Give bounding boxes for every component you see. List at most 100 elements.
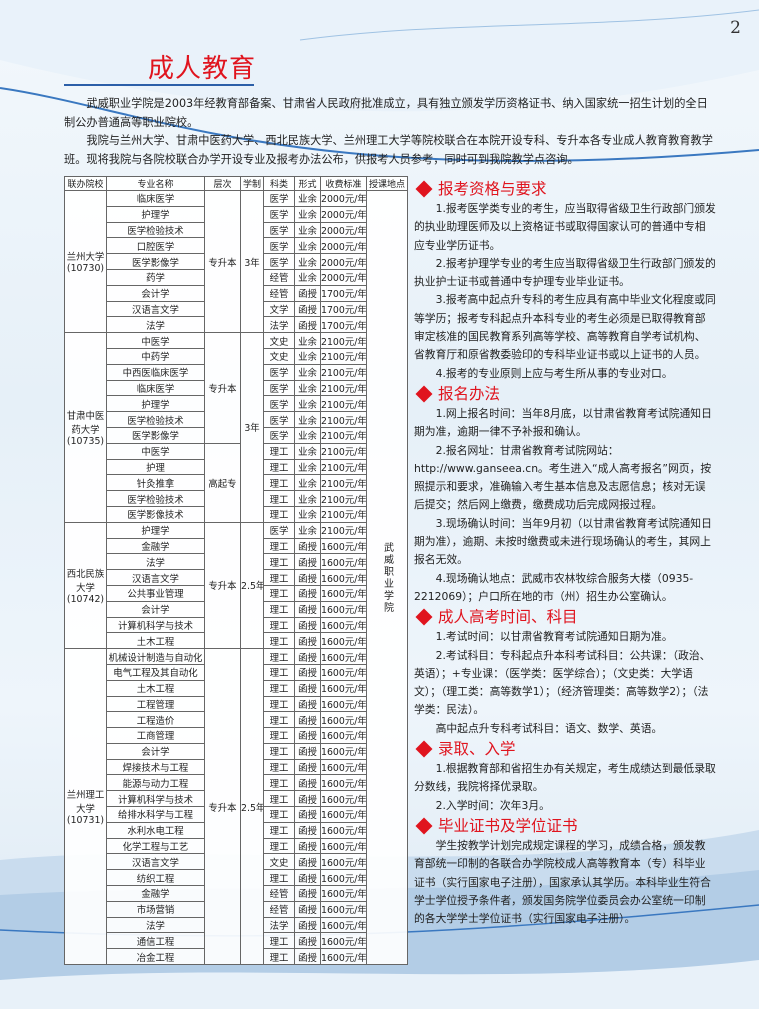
category-cell: 理工 (263, 711, 295, 729)
school-cell: 兰州理工 大学 (10731) (64, 648, 107, 966)
fee-cell: 1600元/年 (320, 790, 367, 808)
category-cell: 理工 (263, 505, 295, 523)
fee-cell: 1600元/年 (320, 774, 367, 792)
fee-cell: 1600元/年 (320, 616, 367, 634)
category-cell: 理工 (263, 948, 295, 966)
major-name: 护理学 (106, 395, 205, 413)
major-name: 工程管理 (106, 695, 205, 713)
section-heading-text: 报名办法 (438, 384, 501, 403)
fee-cell: 1600元/年 (320, 916, 367, 934)
table-row: 兰州大学 (10730) 临床医学 专升本 3年 医学 业余 2000元/年 武威职业学院 (64, 189, 408, 966)
fee-cell: 1600元/年 (320, 853, 367, 871)
form-cell: 函授 (294, 711, 321, 729)
school-cell: 西北民族 大学 (10742) (64, 521, 107, 650)
major-name: 护理学 (106, 205, 205, 223)
section-paragraph: 2.入学时间：次年3月。 (435, 798, 550, 812)
intro-paragraph: 我院与兰州大学、甘肃中医药大学、西北民族大学、兰州理工大学等院校联合在本院开设专… (64, 134, 713, 166)
category-cell: 法学 (263, 916, 295, 934)
form-cell: 函授 (294, 837, 321, 855)
form-cell: 业余 (294, 458, 321, 476)
fee-cell: 1700元/年 (320, 300, 367, 318)
table-row: 中西医临床医学 医学 业余 2100元/年 (65, 363, 408, 381)
category-cell: 理工 (263, 490, 295, 507)
form-cell: 业余 (294, 268, 321, 286)
form-cell: 函授 (294, 616, 321, 634)
fee-cell: 1700元/年 (320, 284, 367, 302)
fee-cell: 1600元/年 (320, 742, 367, 760)
major-name: 焊接技术与工程 (106, 758, 205, 776)
form-cell: 函授 (294, 821, 321, 839)
fee-cell: 1600元/年 (320, 663, 367, 681)
category-cell: 理工 (263, 537, 295, 555)
diamond-bullet-icon (415, 817, 433, 835)
duration-cell: 3年 (240, 189, 264, 334)
category-cell: 法学 (263, 316, 295, 334)
fee-cell: 1600元/年 (320, 869, 367, 887)
major-name: 土木工程 (106, 632, 205, 650)
form-cell: 函授 (294, 758, 321, 776)
category-cell: 理工 (263, 569, 295, 586)
section-heading: 成人高考时间、科目 (414, 606, 716, 628)
category-cell: 文学 (263, 300, 295, 318)
major-name: 金融学 (106, 537, 205, 555)
major-name: 中西医临床医学 (106, 363, 205, 381)
category-cell: 理工 (263, 679, 295, 697)
form-cell: 函授 (294, 948, 321, 966)
table-row: 土木工程 理工 函授 1600元/年 (65, 632, 408, 650)
column-header: 层次 (204, 176, 241, 191)
category-cell: 理工 (263, 584, 295, 602)
section-paragraph: 1.报考医学类专业的考生，应当取得省级卫生行政部门颁发的执业助理医师及以上资格证… (414, 202, 716, 252)
form-cell: 函授 (294, 284, 321, 302)
form-cell: 函授 (294, 742, 321, 760)
major-name: 计算机科学与技术 (106, 616, 205, 634)
page-title: 成人教育 (148, 54, 257, 84)
major-name: 计算机科学与技术 (106, 790, 205, 808)
section-heading-text: 录取、入学 (438, 740, 516, 759)
school-cell: 兰州大学 (10730) (64, 189, 107, 334)
form-cell: 函授 (294, 537, 321, 555)
category-cell: 经管 (263, 268, 295, 286)
table-row: 药学 经管 业余 2000元/年 (65, 268, 408, 286)
category-cell: 理工 (263, 648, 295, 665)
major-name: 给排水科学与工程 (106, 806, 205, 823)
form-cell: 函授 (294, 300, 321, 318)
major-name: 中医学 (106, 332, 205, 349)
form-cell: 函授 (294, 584, 321, 602)
table-row: 兰州理工 大学 (10731) 机械设计制造与自动化 专升本 2.5年 理工 函授 1600元/… (64, 648, 408, 966)
column-header: 收费标准 (320, 176, 367, 191)
category-cell: 理工 (263, 742, 295, 760)
form-cell: 业余 (294, 521, 321, 539)
level-cell: 专升本 (204, 521, 241, 650)
form-cell: 业余 (294, 490, 321, 507)
school-name-line: 大学 (76, 582, 95, 594)
section-heading: 报考资格与要求 (414, 178, 716, 200)
table-row: 临床医学 医学 业余 2100元/年 (65, 379, 408, 397)
table-row: 水利水电工程 理工 函授 1600元/年 (65, 821, 408, 839)
form-cell: 函授 (294, 632, 321, 650)
school-name-line: (10731) (66, 815, 105, 827)
major-name: 医学影像学 (106, 253, 205, 270)
major-name: 会计学 (106, 742, 205, 760)
major-name: 金融学 (106, 885, 205, 902)
form-cell: 业余 (294, 505, 321, 523)
form-cell: 函授 (294, 790, 321, 808)
category-cell: 经管 (263, 885, 295, 902)
form-cell: 业余 (294, 221, 321, 239)
form-cell: 函授 (294, 695, 321, 713)
fee-cell: 2100元/年 (320, 474, 367, 492)
section-heading: 毕业证书及学位证书 (414, 815, 716, 837)
table-row: 西北民族 大学 (10742) 护理学 专升本 2.5年 医学 业余 2100元/年 (64, 521, 408, 650)
major-name: 工程造价 (106, 711, 205, 729)
section-paragraph: 3.现场确认时间：当年9月初（以甘肃省教育考试院通知日期为准），逾期、未按时缴费… (414, 516, 712, 567)
section-paragraph: 1.网上报名时间：当年8月底，以甘肃省教育考试院通知日期为准，逾期一律不予补报和… (414, 406, 712, 439)
category-cell: 经管 (263, 284, 295, 302)
major-name: 法学 (106, 553, 205, 571)
form-cell: 函授 (294, 679, 321, 697)
section-paragraph: 3.报考高中起点升专科的考生应具有高中毕业文化程度或同等学历；报考专科起点升本科… (414, 293, 716, 362)
fee-cell: 2000元/年 (320, 237, 367, 255)
category-cell: 理工 (263, 553, 295, 571)
fee-cell: 2100元/年 (320, 490, 367, 507)
category-cell: 理工 (263, 600, 295, 618)
major-name: 医学检验技术 (106, 221, 205, 239)
fee-cell: 1600元/年 (320, 537, 367, 555)
